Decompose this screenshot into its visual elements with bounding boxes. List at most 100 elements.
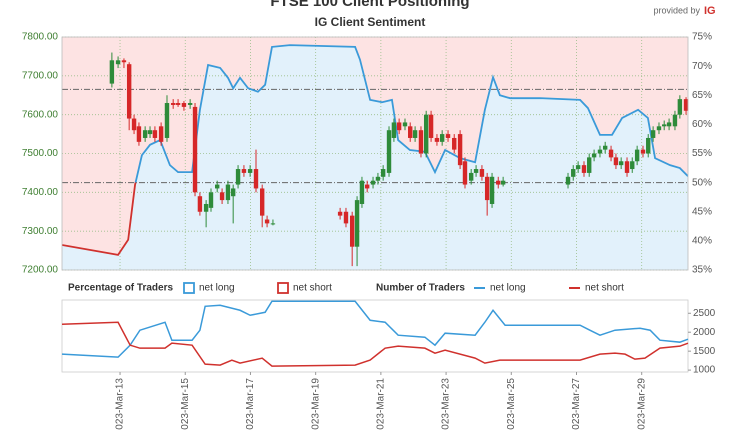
candle-body (380, 169, 386, 177)
candle-body (264, 219, 270, 224)
candle-body (571, 169, 576, 177)
candle-body (666, 122, 672, 127)
candle-body (225, 184, 231, 201)
candle-body (677, 99, 683, 115)
candle-body (147, 130, 153, 135)
candle-body (253, 169, 259, 189)
legend-label: net short (585, 283, 624, 294)
candle-body (152, 130, 158, 138)
candle-body (391, 122, 397, 138)
candle-body (402, 122, 408, 127)
candle-body (131, 118, 137, 131)
candle-body (452, 137, 457, 150)
sentiment-line (62, 44, 688, 256)
y-tick-label: 1500 (693, 346, 716, 357)
candle-body (445, 134, 451, 138)
candle-body (158, 126, 164, 142)
x-tick-label: 2023-Mar-17 (245, 378, 256, 430)
candle-body (608, 149, 614, 158)
candle-body (613, 157, 619, 166)
candle-body (375, 176, 381, 181)
candle-body (489, 176, 495, 204)
y2-tick-label: 60% (692, 119, 712, 130)
y-tick-label: 7700.00 (22, 70, 59, 81)
candle-body (197, 196, 203, 212)
candle-body (602, 145, 608, 150)
candle-body (457, 134, 463, 166)
candle-body (241, 169, 247, 173)
candle-body (396, 122, 402, 131)
candle-body (247, 169, 253, 173)
candle-body (192, 106, 198, 193)
candle-body (581, 165, 587, 173)
plot-frame (61, 299, 689, 373)
candle-body (412, 130, 418, 138)
traders-line (61, 300, 689, 358)
y2-tick-label: 50% (692, 177, 712, 188)
candle-body (683, 99, 689, 111)
candle-body (142, 130, 148, 138)
y-tick-label: 7500.00 (22, 148, 59, 159)
traders-panel: Percentage of Traders net long net short Nu… (61, 282, 716, 430)
candle-body (650, 130, 656, 138)
candle-body (214, 184, 220, 189)
candle-body (370, 180, 376, 185)
y-tick-label: 2000 (693, 327, 716, 338)
plot-frame (61, 36, 689, 271)
candle-body (479, 169, 485, 177)
candle-body (597, 149, 603, 154)
candle-body (187, 103, 193, 105)
y-tick-label: 2500 (693, 308, 716, 319)
candle-body (121, 60, 127, 63)
candle-body (175, 103, 181, 105)
x-tick-label: 2023-Mar-13 (115, 378, 126, 430)
candle-body (203, 203, 209, 212)
candle-body (164, 103, 170, 138)
candle-body (418, 130, 424, 154)
candle-body (434, 137, 440, 142)
candle-body (219, 192, 225, 201)
legend-label: net short (293, 283, 332, 294)
x-tick-label: 2023-Mar-29 (636, 378, 647, 430)
candle-body (270, 223, 276, 225)
candle-body (230, 188, 236, 197)
y2-tick-label: 70% (692, 61, 712, 72)
sentiment-area (62, 45, 688, 270)
legend-swatch (183, 282, 195, 294)
candle-body (349, 215, 355, 247)
legend-title: Percentage of Traders (68, 283, 173, 294)
candle-body (337, 211, 343, 216)
candle-body (634, 149, 640, 162)
credit: provided by (653, 5, 700, 15)
x-tick-label: 2023-Mar-21 (376, 378, 387, 430)
legend-label: net long (199, 283, 235, 294)
candle-body (439, 134, 445, 142)
candle-body (630, 161, 635, 170)
y-tick-label: 1000 (693, 365, 716, 376)
candle-body (259, 188, 265, 216)
candle-body (468, 172, 474, 181)
candle-body (496, 180, 501, 185)
candle-body (618, 161, 624, 166)
y-tick-label: 7400.00 (22, 187, 59, 198)
y2-tick-label: 40% (692, 236, 712, 247)
candle-body (126, 64, 132, 119)
y2-tick-label: 65% (692, 90, 712, 101)
y2-tick-label: 75% (692, 32, 712, 43)
candle-body (462, 161, 468, 185)
x-tick-label: 2023-Mar-15 (180, 378, 191, 430)
traders-line (61, 321, 689, 367)
candle-body (661, 124, 667, 127)
credit-brand: IG (704, 5, 716, 17)
candle-body (208, 192, 214, 208)
legend-title: Number of Traders (376, 283, 465, 294)
candle-body (109, 60, 115, 84)
y2-tick-label: 45% (692, 206, 712, 217)
x-tick-label: 2023-Mar-25 (506, 378, 517, 430)
x-tick-label: 2023-Mar-19 (310, 378, 321, 430)
candle-body (354, 200, 360, 247)
candle-body (428, 114, 434, 138)
candle-body (136, 126, 142, 142)
x-tick-label: 2023-Mar-23 (441, 378, 452, 430)
